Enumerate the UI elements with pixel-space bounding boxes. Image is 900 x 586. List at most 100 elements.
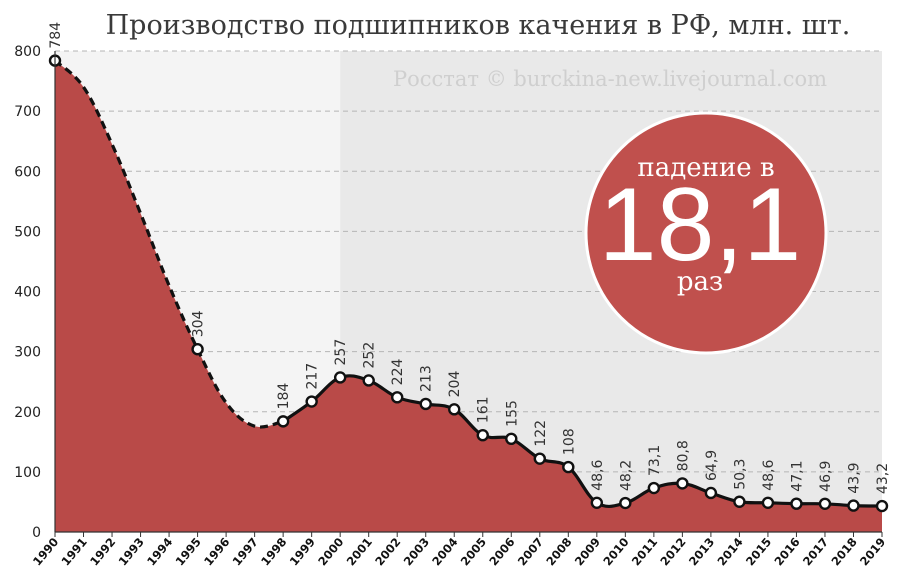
data-label-2006: 155: [504, 400, 520, 427]
x-tick-label: 2005: [458, 535, 489, 569]
data-label-2009: 48,6: [590, 460, 606, 491]
watermark: Росстат © burckina-new.livejournal.com: [393, 67, 827, 91]
badge-circle: [584, 111, 828, 355]
y-tick-label: 500: [14, 224, 41, 240]
data-point-2005: [476, 428, 489, 442]
y-tick-label: 400: [14, 285, 41, 301]
y-tick-label: 700: [14, 104, 41, 120]
x-tick-label: 2003: [401, 535, 432, 569]
y-axis-ticks: 0 100 200 300 400 500 600 700 800: [14, 44, 41, 541]
data-label-2016: 47,1: [789, 461, 805, 492]
data-point-2018: [847, 499, 860, 512]
data-label-2003: 213: [419, 365, 435, 392]
x-tick-label: 2004: [429, 535, 460, 569]
x-tick-label: 1992: [87, 535, 118, 569]
data-point-2006: [505, 432, 518, 446]
data-label-1995: 304: [191, 310, 207, 337]
data-point-2011: [647, 481, 661, 495]
data-point-2009: [590, 496, 604, 509]
data-point-2017: [818, 497, 832, 511]
x-tick-label: 2019: [857, 535, 888, 569]
data-label-2012: 80,8: [675, 440, 691, 471]
badge-line2: раз: [677, 267, 723, 297]
y-tick-label: 600: [14, 164, 41, 180]
data-point-2014: [733, 495, 746, 508]
data-point-2004: [448, 403, 461, 416]
data-label-2007: 122: [533, 420, 549, 447]
badge-number: 18,1: [599, 167, 801, 283]
data-label-2005: 161: [476, 396, 492, 423]
x-tick-label: 1996: [201, 535, 232, 569]
x-axis-ticks: 1990199119921993199419951996199719981999…: [30, 532, 888, 568]
data-labels: 784 304 184 217 257 252 224 213 204 161 155 122 108 4…: [48, 22, 891, 494]
y-tick-label: 200: [14, 405, 41, 421]
x-tick-label: 1997: [230, 535, 261, 569]
data-point-1999: [305, 395, 318, 408]
data-point-1995: [191, 343, 204, 356]
x-tick-label: 1993: [116, 535, 147, 569]
data-point-2013: [704, 486, 718, 500]
y-tick-label: 0: [32, 525, 41, 541]
x-tick-label: 2002: [372, 535, 403, 569]
x-tick-label: 2011: [629, 535, 660, 569]
data-label-2018: 43,9: [846, 462, 862, 493]
data-label-2019: 43,2: [875, 463, 891, 494]
data-point-2002: [391, 391, 404, 404]
data-point-2008: [562, 460, 575, 474]
data-point-2019: [875, 499, 889, 513]
data-point-2000: [333, 371, 347, 384]
badge-line1: падение в: [637, 153, 774, 183]
x-tick-label: 1998: [258, 535, 289, 569]
chart-title: Производство подшипников качения в РФ, м…: [106, 10, 851, 41]
data-label-1998: 184: [276, 383, 292, 410]
data-label-2017: 46,9: [818, 461, 834, 492]
data-points: [48, 54, 889, 513]
data-label-2011: 73,1: [647, 445, 663, 476]
data-label-1999: 217: [305, 363, 321, 390]
x-tick-label: 2018: [828, 535, 859, 569]
data-point-2015: [761, 496, 775, 509]
data-label-1990: 784: [48, 22, 64, 49]
data-point-2012: [676, 477, 689, 490]
data-label-2008: 108: [561, 428, 577, 455]
data-point-1998: [276, 415, 290, 428]
data-label-2002: 224: [390, 359, 406, 386]
y-tick-label: 100: [14, 465, 41, 481]
x-tick-label: 1994: [144, 535, 175, 569]
decline-badge: падение в 18,1 раз: [584, 111, 828, 355]
data-point-2007: [533, 452, 546, 465]
data-label-2015: 48,6: [761, 460, 777, 491]
x-tick-label: 2015: [743, 535, 774, 569]
x-tick-label: 2016: [771, 535, 802, 569]
x-tick-label: 2013: [686, 535, 717, 569]
x-tick-label: 2008: [543, 535, 574, 569]
y-tick-label: 800: [14, 44, 41, 60]
data-point-2003: [419, 397, 432, 411]
x-tick-label: 1991: [59, 535, 90, 569]
x-tick-label: 2007: [515, 535, 546, 569]
data-label-2014: 50,3: [732, 459, 748, 490]
data-label-2001: 252: [362, 342, 378, 369]
series-line-1998-2019: [282, 374, 883, 508]
data-label-2000: 257: [333, 339, 349, 366]
data-point-2001: [362, 374, 375, 387]
x-tick-label: 2010: [600, 535, 631, 569]
data-label-2010: 48,2: [618, 460, 634, 491]
y-tick-label: 300: [14, 345, 41, 361]
x-tick-label: 2009: [572, 535, 603, 569]
x-tick-label: 2012: [657, 535, 688, 569]
x-tick-label: 1999: [287, 535, 318, 569]
data-label-2004: 204: [447, 371, 463, 398]
x-tick-label: 2001: [344, 535, 375, 569]
x-tick-label: 2017: [800, 535, 831, 569]
data-point-2010: [619, 496, 632, 510]
data-point-2016: [790, 497, 803, 510]
x-tick-label: 2006: [486, 535, 517, 569]
data-label-2013: 64,9: [704, 450, 720, 481]
estimated-line-1990-1998: [53, 59, 284, 429]
x-tick-label: 1995: [173, 535, 204, 569]
x-tick-label: 2014: [714, 535, 745, 569]
area-fill: [55, 60, 882, 533]
x-tick-label: 2000: [315, 535, 346, 569]
